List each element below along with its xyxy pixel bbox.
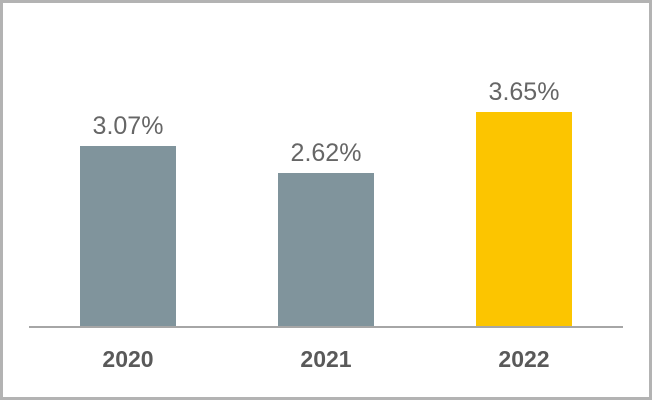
bar-value-label: 3.65% <box>488 78 560 107</box>
bar-value-label: 3.07% <box>92 112 164 141</box>
bar-2022 <box>476 112 572 326</box>
x-axis-label: 2021 <box>300 346 352 372</box>
x-axis-line <box>29 326 623 328</box>
x-axis-label: 2020 <box>102 346 154 372</box>
bar-2020 <box>80 146 176 326</box>
x-axis-label: 2022 <box>498 346 550 372</box>
bar-chart: 3.07% 2020 2.62% 2021 3.65% 2022 <box>3 3 649 397</box>
bar-value-label: 2.62% <box>290 138 362 167</box>
bar-2021 <box>278 172 374 326</box>
